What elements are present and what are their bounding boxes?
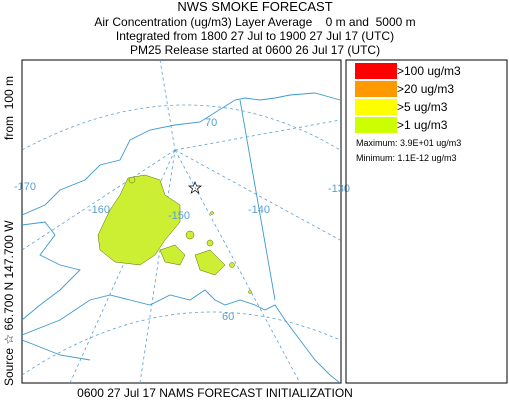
legend-label: >1 ug/m3 [397,118,448,132]
legend-minimum: Minimum: 1.1E-12 ug/m3 [356,153,457,163]
legend-swatch [355,99,397,115]
subtitle: PM25 Release started at 0600 26 Jul 17 (… [130,43,380,57]
legend-label: >100 ug/m3 [397,64,461,78]
lon-label: -150 [168,210,190,222]
legend-label: >20 ug/m3 [397,82,454,96]
subtitle: Air Concentration (ug/m3) Layer Average … [94,15,415,29]
lon-label: -140 [248,204,270,216]
source-star [188,181,202,194]
lon-label: -170 [14,181,36,193]
title: NWS SMOKE FORECAST [177,0,332,14]
legend-swatch [355,117,397,133]
source-label: Source ☆ 66.700 N 147.700 W [2,220,16,386]
height-label: from 100 m [2,76,16,140]
legend-swatch [355,81,397,97]
legend-frame [345,59,508,384]
lat-label: 70 [205,117,217,129]
subtitle: Integrated from 1800 27 Jul to 1900 27 J… [116,29,394,43]
lon-label: -130 [328,183,350,195]
footer: 0600 27 Jul 17 NAMS FORECAST INITIALIZAT… [77,386,353,400]
legend-label: >5 ug/m3 [397,100,448,114]
map-frame [21,59,342,384]
lon-label: -160 [88,204,110,216]
legend-maximum: Maximum: 3.9E+01 ug/m3 [356,138,461,148]
legend: >100 ug/m3 >20 ug/m3 >5 ug/m3 >1 ug/m3 [355,63,461,133]
map: 70 -170 -160 -150 -140 -130 60 [14,60,350,383]
lat-label: 60 [222,311,234,323]
legend-swatch [355,63,397,79]
